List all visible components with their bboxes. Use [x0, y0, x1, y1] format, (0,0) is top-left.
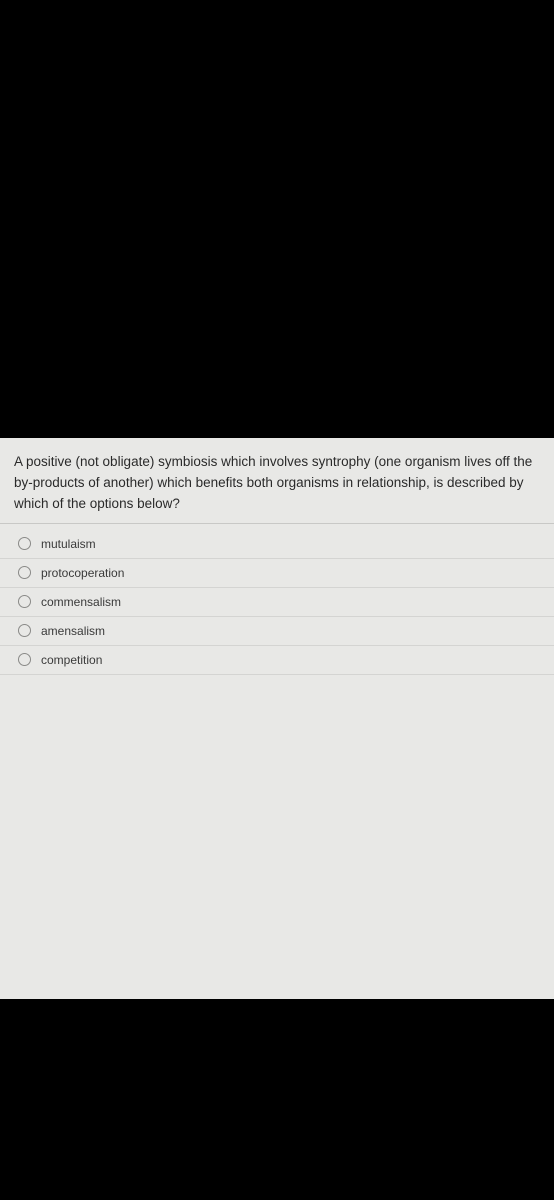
- radio-icon: [18, 624, 31, 637]
- option-label: amensalism: [41, 624, 105, 638]
- question-text: A positive (not obligate) symbiosis whic…: [0, 438, 554, 524]
- radio-icon: [18, 595, 31, 608]
- options-list: mutulaism protocoperation commensalism a…: [0, 524, 554, 679]
- radio-icon: [18, 566, 31, 579]
- option-mutulaism[interactable]: mutulaism: [0, 530, 554, 559]
- option-label: mutulaism: [41, 537, 96, 551]
- option-protocoperation[interactable]: protocoperation: [0, 559, 554, 588]
- quiz-panel: A positive (not obligate) symbiosis whic…: [0, 438, 554, 999]
- option-competition[interactable]: competition: [0, 646, 554, 675]
- radio-icon: [18, 537, 31, 550]
- option-amensalism[interactable]: amensalism: [0, 617, 554, 646]
- option-label: protocoperation: [41, 566, 124, 580]
- option-commensalism[interactable]: commensalism: [0, 588, 554, 617]
- option-label: competition: [41, 653, 102, 667]
- option-label: commensalism: [41, 595, 121, 609]
- radio-icon: [18, 653, 31, 666]
- panel-empty-area: [0, 679, 554, 999]
